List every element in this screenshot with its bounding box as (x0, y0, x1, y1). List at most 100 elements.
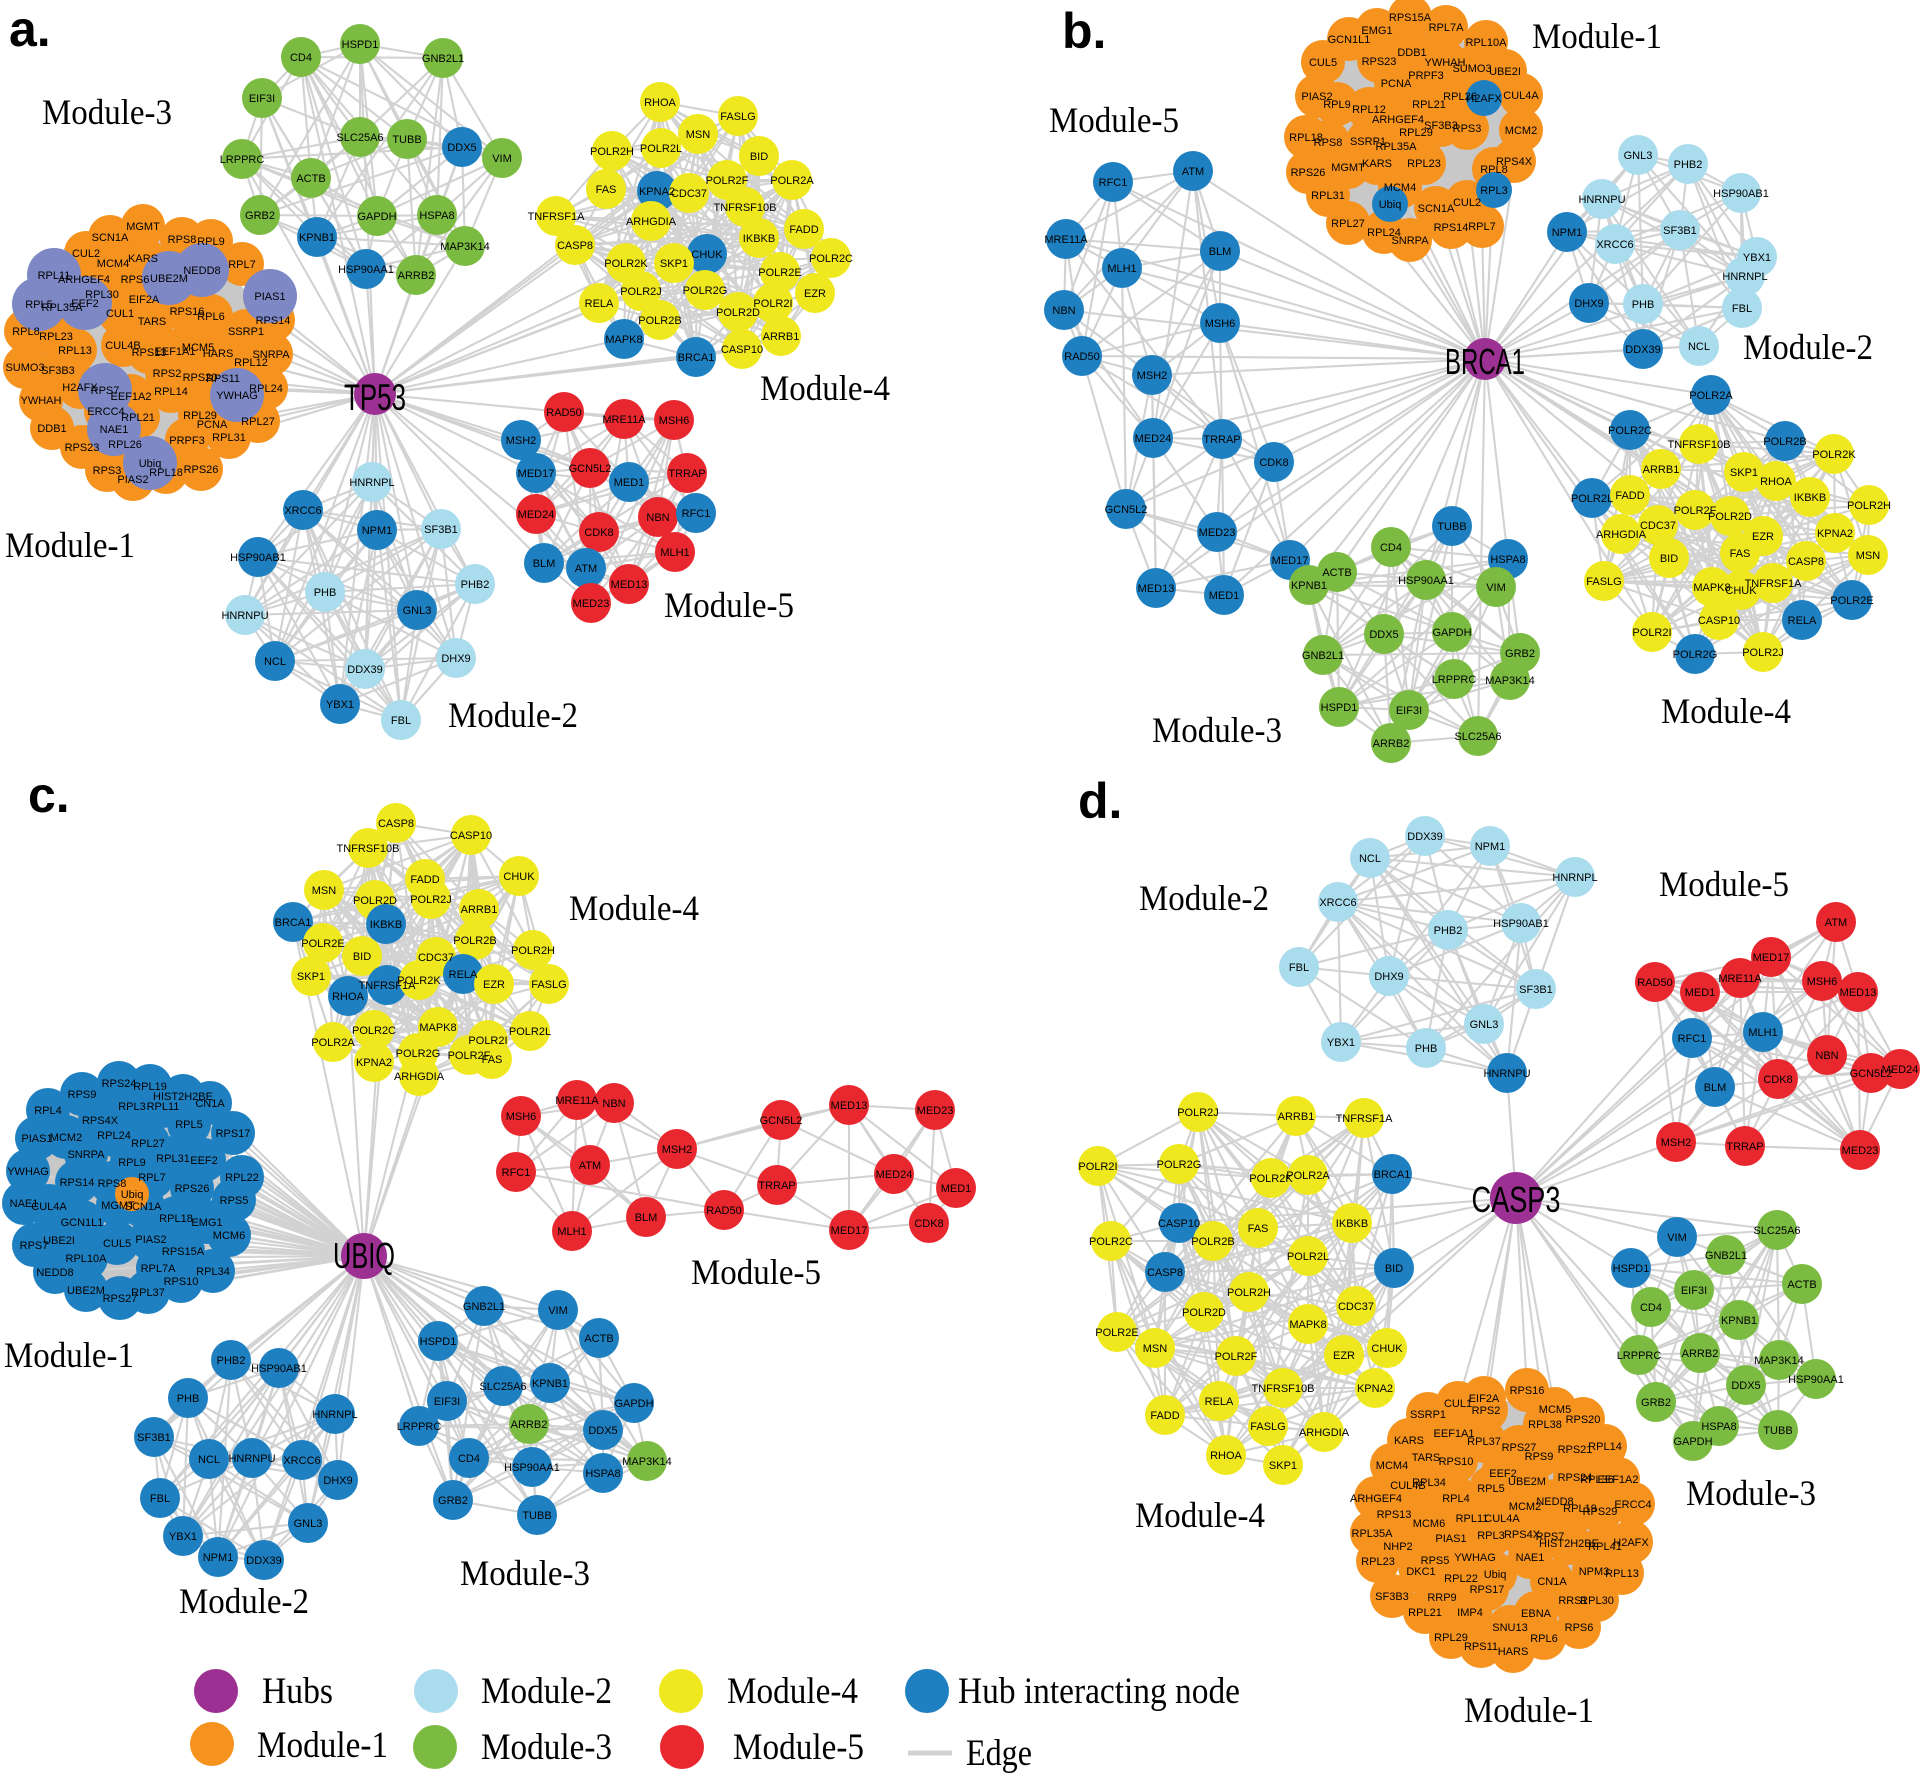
svg-text:RPS16: RPS16 (1510, 1385, 1545, 1397)
svg-text:RFC1: RFC1 (1099, 177, 1128, 189)
svg-text:NPM1: NPM1 (1552, 227, 1583, 239)
svg-text:RPS4X: RPS4X (82, 1115, 119, 1127)
svg-text:RPS8: RPS8 (168, 234, 197, 246)
svg-text:RPL6: RPL6 (197, 311, 225, 323)
svg-text:RPS10: RPS10 (1439, 1456, 1474, 1468)
svg-text:MAPK8: MAPK8 (1289, 1319, 1326, 1331)
svg-text:RPL34: RPL34 (196, 1266, 230, 1278)
svg-text:RPL9: RPL9 (197, 236, 225, 248)
svg-text:MAP3K14: MAP3K14 (1754, 1355, 1804, 1367)
svg-text:SSRP1: SSRP1 (1410, 1409, 1446, 1421)
svg-text:SSRP1: SSRP1 (1350, 136, 1386, 148)
svg-text:RPL13: RPL13 (1605, 1568, 1639, 1580)
svg-text:FASLG: FASLG (531, 979, 566, 991)
svg-text:POLR2E: POLR2E (1830, 595, 1873, 607)
svg-text:NBN: NBN (1815, 1050, 1838, 1062)
svg-text:HNRNPL: HNRNPL (312, 1409, 357, 1421)
svg-text:Module-1: Module-1 (1532, 16, 1662, 56)
svg-text:POLR2G: POLR2G (1673, 649, 1718, 661)
svg-text:BLM: BLM (1209, 246, 1232, 258)
svg-text:RPL5: RPL5 (1477, 1483, 1505, 1495)
svg-text:DDB1: DDB1 (1397, 47, 1426, 59)
svg-text:CASP8: CASP8 (378, 818, 414, 830)
svg-text:MLH1: MLH1 (660, 547, 689, 559)
svg-text:IMP4: IMP4 (1457, 1607, 1483, 1619)
svg-text:RPL37: RPL37 (1467, 1436, 1501, 1448)
svg-text:SLC25A6: SLC25A6 (336, 132, 383, 144)
svg-text:POLR2C: POLR2C (352, 1025, 396, 1037)
svg-text:ARHGDIA: ARHGDIA (1299, 1427, 1350, 1439)
svg-text:MAP3K14: MAP3K14 (622, 1456, 672, 1468)
svg-text:RHOA: RHOA (644, 97, 676, 109)
svg-text:MED24: MED24 (518, 509, 555, 521)
svg-text:NPM3: NPM3 (1579, 1566, 1610, 1578)
svg-text:CD4: CD4 (290, 52, 312, 64)
svg-text:RPL21: RPL21 (1408, 1607, 1442, 1619)
svg-text:RPL18: RPL18 (149, 467, 183, 479)
svg-text:RPL9: RPL9 (118, 1157, 146, 1169)
svg-text:MGMT: MGMT (101, 1200, 135, 1212)
svg-text:YWHAG: YWHAG (1454, 1552, 1496, 1564)
svg-text:MED1: MED1 (1209, 590, 1240, 602)
svg-text:POLR2C: POLR2C (809, 253, 853, 265)
svg-text:RPS9: RPS9 (68, 1089, 97, 1101)
svg-text:FAS: FAS (482, 1054, 503, 1066)
svg-text:FAS: FAS (596, 184, 617, 196)
svg-text:SCN1A: SCN1A (1418, 203, 1455, 215)
svg-text:CD4: CD4 (1640, 1302, 1662, 1314)
svg-text:MED13: MED13 (611, 579, 648, 591)
svg-text:MCM4: MCM4 (1376, 1460, 1408, 1472)
svg-text:NEDD8: NEDD8 (36, 1267, 73, 1279)
svg-text:EZR: EZR (1752, 531, 1774, 543)
svg-text:PIAS2: PIAS2 (117, 474, 148, 486)
svg-text:RPL5: RPL5 (25, 299, 53, 311)
svg-text:SNRPA: SNRPA (67, 1149, 105, 1161)
svg-text:RPL37: RPL37 (131, 1287, 165, 1299)
svg-text:EIF2A: EIF2A (129, 294, 160, 306)
svg-text:SKP1: SKP1 (1269, 1460, 1297, 1472)
svg-text:ARHGEF4: ARHGEF4 (1350, 1493, 1402, 1505)
svg-text:BRCA1: BRCA1 (1374, 1169, 1411, 1181)
svg-text:FBL: FBL (1289, 962, 1309, 974)
svg-text:TNFRSF10B: TNFRSF10B (337, 843, 400, 855)
svg-text:Module-5: Module-5 (691, 1252, 821, 1292)
svg-text:HNRNPU: HNRNPU (221, 610, 268, 622)
svg-text:YBX1: YBX1 (169, 1531, 197, 1543)
svg-text:RAD50: RAD50 (1064, 351, 1099, 363)
svg-text:RPL31: RPL31 (156, 1153, 190, 1165)
svg-text:GRB2: GRB2 (1505, 648, 1535, 660)
svg-text:CN1A: CN1A (195, 1098, 225, 1110)
svg-text:SF3B3: SF3B3 (1424, 120, 1458, 132)
svg-text:TUBB: TUBB (1763, 1425, 1792, 1437)
svg-text:RPL18: RPL18 (159, 1213, 193, 1225)
svg-text:RPS8: RPS8 (98, 1178, 127, 1190)
svg-text:RPL30: RPL30 (1580, 1595, 1614, 1607)
svg-text:MCM5: MCM5 (1539, 1404, 1571, 1416)
svg-text:CDK8: CDK8 (1763, 1074, 1792, 1086)
svg-text:UBIQ: UBIQ (333, 1235, 395, 1276)
svg-text:Module-1: Module-1 (257, 1725, 388, 1766)
svg-text:EEF1A2: EEF1A2 (1598, 1474, 1639, 1486)
svg-text:CHUK: CHUK (1371, 1343, 1403, 1355)
svg-text:Module-4: Module-4 (760, 368, 890, 408)
svg-text:RPL29: RPL29 (1434, 1632, 1468, 1644)
svg-text:ERCC4: ERCC4 (87, 406, 124, 418)
svg-text:MED23: MED23 (573, 598, 610, 610)
svg-text:PHB2: PHB2 (217, 1355, 246, 1367)
svg-text:MGMT: MGMT (126, 221, 160, 233)
svg-text:XRCC6: XRCC6 (1319, 897, 1356, 909)
svg-text:POLR2B: POLR2B (1763, 436, 1806, 448)
svg-text:GCN5L2: GCN5L2 (569, 463, 612, 475)
svg-text:HSPD1: HSPD1 (420, 1336, 457, 1348)
svg-text:SKP1: SKP1 (297, 971, 325, 983)
svg-text:Module-3: Module-3 (1152, 710, 1282, 750)
svg-text:NPM1: NPM1 (362, 525, 393, 537)
svg-text:TNFRSF1A: TNFRSF1A (528, 211, 586, 223)
svg-text:XRCC6: XRCC6 (1596, 239, 1633, 251)
svg-text:RPS13: RPS13 (132, 347, 167, 359)
svg-text:DDB1: DDB1 (37, 423, 66, 435)
svg-text:CUL5: CUL5 (103, 1238, 131, 1250)
svg-text:VIM: VIM (548, 1305, 568, 1317)
svg-text:Module-1: Module-1 (4, 1335, 134, 1375)
svg-text:RPL8: RPL8 (1480, 164, 1508, 176)
